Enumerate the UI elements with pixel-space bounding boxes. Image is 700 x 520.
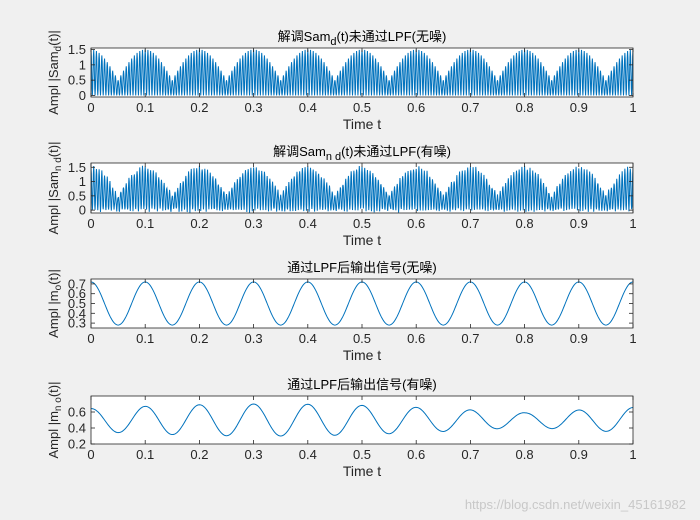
x-tick-label: 0 [87, 216, 94, 231]
chart-title: 通过LPF后输出信号(无噪) [287, 260, 437, 275]
x-tick-label: 0.4 [299, 216, 317, 231]
x-tick-label: 0.6 [407, 216, 425, 231]
x-tick-label: 0.7 [461, 216, 479, 231]
x-tick-label: 0 [87, 331, 94, 346]
y-tick-label: 0.5 [68, 296, 86, 311]
y-tick-label: 0 [79, 203, 86, 218]
subplot-1: 0 0.1 0.2 0.3 0.4 0.5 0.6 0.7 0.8 0.9 100.511.5解调S… [46, 29, 637, 132]
x-axis-label: Time t [343, 116, 381, 132]
x-tick-label: 1 [629, 331, 636, 346]
x-tick-label: 0.9 [570, 331, 588, 346]
subplot-2: 0 0.1 0.2 0.3 0.4 0.5 0.6 0.7 0.8 0.9 100.511.5解调S… [46, 142, 637, 248]
x-tick-label: 0.7 [461, 447, 479, 462]
x-tick-label: 0.1 [136, 331, 154, 346]
x-tick-label: 0.3 [245, 447, 263, 462]
x-tick-label: 0.9 [570, 447, 588, 462]
x-tick-label: 0.1 [136, 216, 154, 231]
subplot-3: 0 0.1 0.2 0.3 0.4 0.5 0.6 0.7 0.8 0.9 10.30.40.50.… [46, 260, 637, 363]
x-tick-label: 0.3 [245, 216, 263, 231]
x-tick-label: 0.8 [516, 100, 534, 115]
y-tick-label: 0.3 [68, 316, 86, 331]
x-tick-label: 0.8 [516, 447, 534, 462]
subplot-4: 0 0.1 0.2 0.3 0.4 0.5 0.6 0.7 0.8 0.9 10.20.40.6通过… [46, 377, 637, 479]
y-axis-label: Ampl |mo(t)| [46, 269, 64, 338]
x-tick-label: 1 [629, 216, 636, 231]
x-tick-label: 0.3 [245, 100, 263, 115]
x-tick-label: 0.5 [353, 447, 371, 462]
x-tick-label: 0.9 [570, 100, 588, 115]
y-axis-label: Ampl |Samd(t)| [46, 30, 64, 115]
y-tick-label: 1.5 [68, 42, 86, 57]
y-tick-label: 1 [79, 57, 86, 72]
x-tick-label: 0.6 [407, 331, 425, 346]
x-tick-label: 0.5 [353, 216, 371, 231]
x-axis-label: Time t [343, 347, 381, 363]
y-tick-label: 0.4 [68, 421, 86, 436]
x-tick-label: 0 [87, 447, 94, 462]
y-axis-label: Ampl |Samn d(t)| [46, 142, 64, 235]
x-tick-label: 0.5 [353, 100, 371, 115]
x-axis-label: Time t [343, 232, 381, 248]
y-tick-label: 1 [79, 174, 86, 189]
x-axis-label: Time t [343, 463, 381, 479]
x-tick-label: 0.1 [136, 100, 154, 115]
y-tick-label: 0 [79, 88, 86, 103]
y-tick-label: 0.6 [68, 286, 86, 301]
x-tick-label: 0.6 [407, 100, 425, 115]
plot-area [91, 279, 633, 328]
x-tick-label: 0.4 [299, 331, 317, 346]
x-tick-label: 0 [87, 100, 94, 115]
x-tick-label: 0.9 [570, 216, 588, 231]
plot-area [91, 396, 633, 444]
x-tick-label: 0.2 [190, 447, 208, 462]
x-tick-label: 0.4 [299, 100, 317, 115]
x-tick-label: 0.4 [299, 447, 317, 462]
series-line [91, 403, 633, 437]
x-tick-label: 0.7 [461, 100, 479, 115]
y-tick-label: 0.5 [68, 73, 86, 88]
chart-title: 解调Samd(t)未通过LPF(无噪) [278, 29, 447, 48]
x-tick-label: 1 [629, 100, 636, 115]
x-tick-label: 0.8 [516, 216, 534, 231]
x-tick-label: 0.7 [461, 331, 479, 346]
x-tick-label: 1 [629, 447, 636, 462]
x-tick-label: 0.2 [190, 216, 208, 231]
y-tick-label: 0.6 [68, 405, 86, 420]
chart-title: 通过LPF后输出信号(有噪) [287, 377, 437, 392]
y-axis-label: Ampl |mn o(t)| [46, 382, 64, 459]
y-tick-label: 0.4 [68, 306, 86, 321]
y-tick-label: 0.5 [68, 188, 86, 203]
y-tick-label: 1.5 [68, 160, 86, 175]
x-tick-label: 0.5 [353, 331, 371, 346]
chart-title: 解调Samn d(t)未通过LPF(有噪) [273, 144, 451, 163]
x-tick-label: 0.6 [407, 447, 425, 462]
x-tick-label: 0.8 [516, 331, 534, 346]
x-tick-label: 0.1 [136, 447, 154, 462]
y-tick-label: 0.2 [68, 437, 86, 452]
x-tick-label: 0.2 [190, 331, 208, 346]
x-tick-label: 0.2 [190, 100, 208, 115]
watermark: https://blog.csdn.net/weixin_45161982 [464, 497, 686, 512]
x-tick-label: 0.3 [245, 331, 263, 346]
y-tick-label: 0.7 [68, 276, 86, 291]
